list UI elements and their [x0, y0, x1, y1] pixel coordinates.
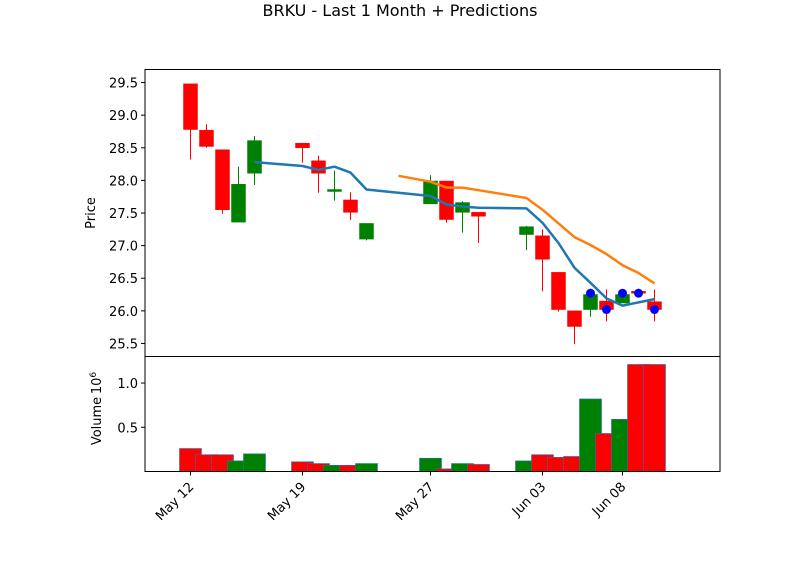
prediction-marker — [602, 305, 611, 315]
candle-body — [199, 129, 214, 147]
volume-y-tick-label: 1.0 — [117, 377, 138, 392]
candle — [519, 226, 534, 251]
candle-body — [183, 83, 198, 130]
prediction-marker — [650, 305, 659, 315]
candle-body — [295, 142, 310, 149]
volume-panel-frame — [144, 356, 721, 472]
candle — [295, 142, 310, 163]
candle-body — [535, 235, 550, 260]
price-y-tick-label: 26.5 — [109, 272, 138, 287]
volume-multiplier-base: 10 — [90, 378, 105, 395]
price-y-tick-label: 28.5 — [109, 142, 138, 157]
price-y-tick-label: 27.0 — [109, 240, 138, 255]
volume-bar — [355, 463, 378, 472]
candlesticks — [183, 83, 662, 345]
candle — [535, 229, 550, 292]
candle-body — [215, 149, 230, 210]
candle-body — [519, 226, 534, 235]
volume-panel: Volume 106 0.5 1.0 — [89, 356, 721, 472]
candle-body — [247, 140, 262, 174]
candle — [551, 272, 566, 312]
prediction-markers — [586, 288, 659, 315]
moving-average-line-short — [254, 160, 655, 307]
volume-bars — [179, 364, 666, 472]
candle — [567, 310, 582, 345]
candle-body — [471, 212, 486, 217]
volume-bar — [467, 464, 490, 472]
candle-body — [359, 223, 374, 240]
volume-multiplier: 106 — [89, 372, 105, 395]
candle-body — [231, 184, 246, 223]
volume-axis-label: Volume — [90, 397, 105, 445]
candle-body — [327, 189, 342, 192]
price-y-tick-label: 25.5 — [109, 337, 138, 352]
candle — [215, 149, 230, 214]
candle — [343, 192, 358, 221]
candle-body — [567, 310, 582, 327]
candle — [247, 136, 262, 185]
price-y-ticks: 25.5 26.0 26.5 27.0 27.5 28.0 28.5 29.0 29.5 — [109, 77, 145, 352]
candle-body — [343, 199, 358, 213]
candle — [183, 83, 198, 160]
candle — [471, 212, 486, 244]
candle — [359, 223, 374, 241]
price-y-tick-label: 27.5 — [109, 207, 138, 222]
price-panel: Price 25.5 26.0 26.5 27.0 27.5 28.0 28.5 29.0 29… — [84, 69, 721, 357]
price-y-tick-label: 29.5 — [109, 77, 138, 92]
prediction-marker — [634, 288, 643, 298]
volume-y-tick-label: 0.5 — [117, 421, 138, 436]
prediction-marker — [618, 288, 627, 298]
candle-body — [311, 160, 326, 174]
price-y-tick-label: 28.0 — [109, 174, 138, 189]
price-axis-label: Price — [84, 197, 99, 229]
candle-body — [551, 272, 566, 310]
candle — [231, 166, 246, 223]
price-y-tick-label: 29.0 — [109, 109, 138, 124]
candle — [199, 124, 214, 148]
moving-average-line-long — [398, 174, 656, 285]
moving-average-lines — [254, 160, 656, 307]
prediction-marker — [586, 288, 595, 298]
volume-multiplier-exponent: 6 — [89, 372, 99, 378]
chart-title: BRKU - Last 1 Month + Predictions — [262, 1, 537, 20]
volume-bar — [643, 364, 666, 472]
candle — [327, 170, 342, 201]
price-y-tick-label: 26.0 — [109, 305, 138, 320]
volume-bar — [243, 453, 266, 472]
volume-y-ticks: 0.5 1.0 — [117, 377, 145, 436]
